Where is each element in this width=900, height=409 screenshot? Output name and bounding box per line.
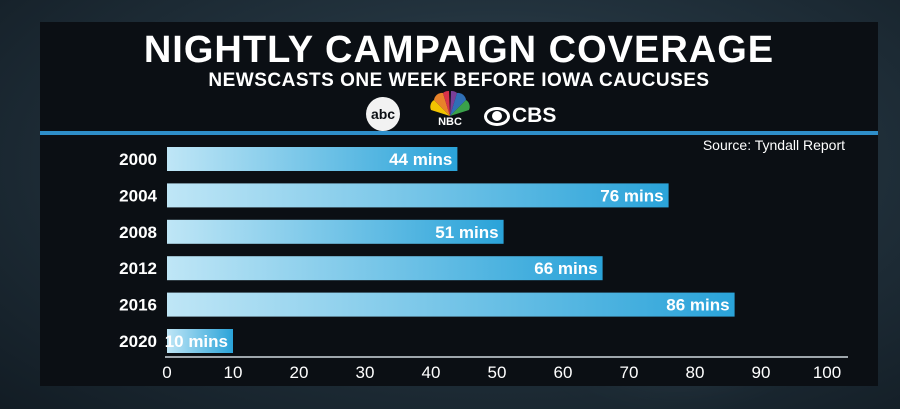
nbc-logo-text: NBC (438, 116, 462, 128)
x-tick-label: 100 (813, 363, 841, 382)
bar (167, 256, 603, 281)
chart-title: Nightly Campaign Coverage (143, 29, 775, 71)
data-label: 76 mins (600, 186, 663, 205)
cbs-logo: CBS (484, 104, 556, 128)
category-label: 2008 (119, 223, 157, 242)
x-tick-label: 30 (356, 363, 375, 382)
data-label: 44 mins (389, 150, 452, 169)
bar (167, 329, 233, 353)
x-tick-label: 70 (620, 363, 639, 382)
category-label: 2012 (119, 259, 157, 278)
x-tick-label: 50 (488, 363, 507, 382)
bar (167, 147, 458, 171)
data-label: 10 mins (165, 332, 228, 351)
x-tick-label: 60 (554, 363, 573, 382)
cbs-logo-text: CBS (512, 104, 557, 127)
header-divider (40, 131, 878, 135)
x-tick-label: 10 (224, 363, 243, 382)
bar (167, 183, 669, 208)
x-tick-label: 90 (752, 363, 771, 382)
source-note: Source: Tyndall Report (702, 137, 845, 153)
x-tick-label: 0 (162, 363, 171, 382)
abc-logo: abc (366, 97, 400, 131)
category-label: 2000 (119, 150, 157, 169)
bar (167, 219, 504, 244)
x-tick-label: 20 (290, 363, 309, 382)
data-label: 66 mins (534, 259, 597, 278)
bar (167, 292, 735, 317)
nbc-logo: NBC (428, 90, 472, 134)
data-label: 86 mins (666, 296, 729, 315)
cbs-eye-icon (484, 106, 510, 126)
category-label: 2020 (119, 332, 157, 351)
x-tick-label: 80 (686, 363, 705, 382)
category-label: 2016 (119, 296, 157, 315)
nbc-peacock-icon (430, 90, 470, 116)
data-label: 51 mins (435, 223, 498, 242)
category-label: 2004 (119, 186, 157, 205)
x-tick-label: 40 (422, 363, 441, 382)
chart-subtitle: NEWSCASTS ONE WEEK BEFORE IOWA CAUCUSES (208, 70, 710, 91)
